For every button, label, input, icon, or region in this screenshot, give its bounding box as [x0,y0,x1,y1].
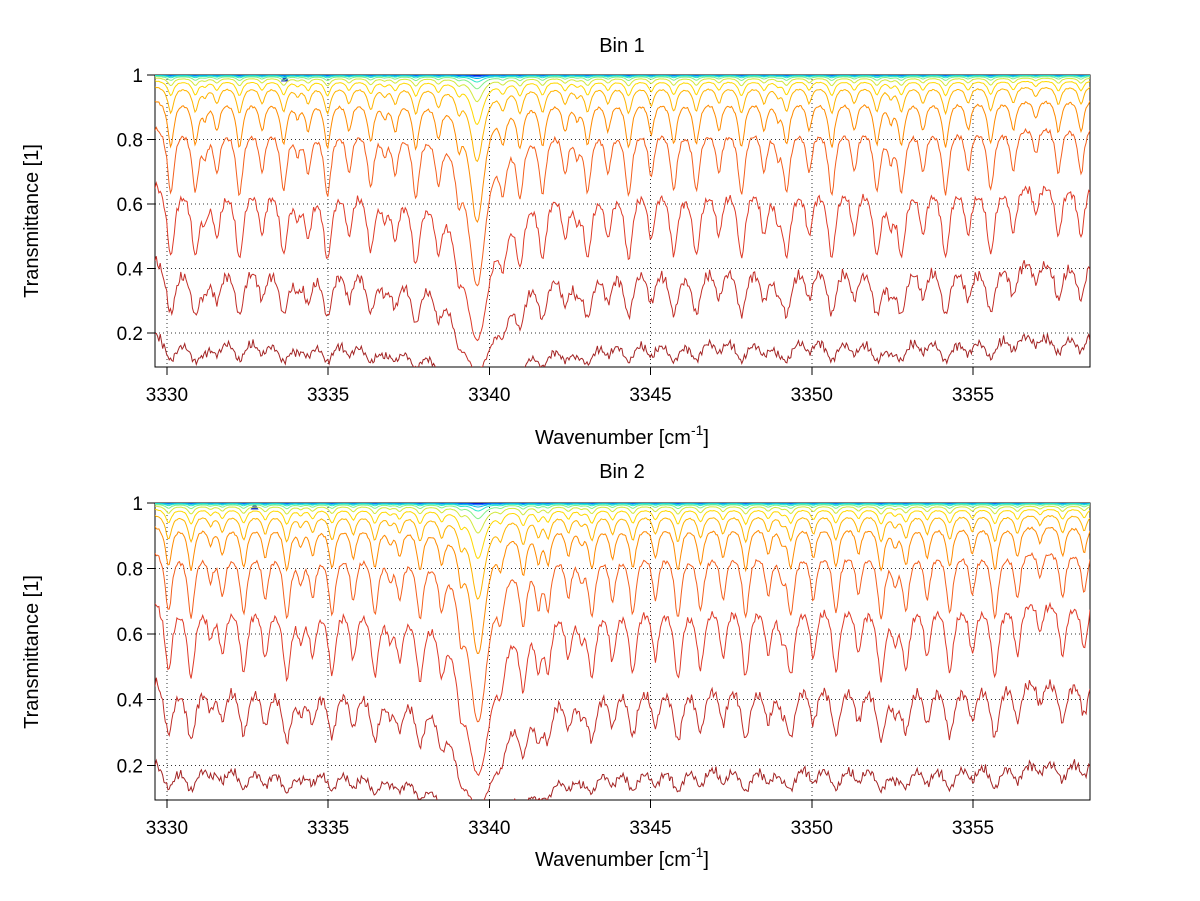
spectrum-curve-5 [155,75,1090,83]
axes-border [154,74,1091,368]
spectrum-curve-6 [155,76,1090,90]
blue-triangle-marker [250,503,259,510]
y-tick-label: 1 [132,66,143,87]
x-tick-label: 3355 [952,818,994,839]
plot-area: 3330 3335 3340 3345 3350 3355 1 0.8 0.6 0.4 0.2 [117,494,1091,839]
plot-area: 3330 3335 3340 3345 3350 3355 1 0.8 0.6 0.4 0.2 [117,66,1091,406]
x-tick-label: 3330 [146,385,188,406]
spectrum-curve-7 [155,505,1090,534]
axes-border [154,502,1091,801]
spectrum-curve-14 [155,758,1090,800]
bin2-chart: Bin 2 Wavenumber [cm-1] Transmittance [1… [21,461,1091,871]
x-tick-label: 3345 [629,818,671,839]
y-axis-label: Transmittance [1] [21,575,43,729]
y-tick-label: 0.2 [117,756,143,777]
x-tick-label: 3350 [791,385,833,406]
y-tick-label: 0.8 [117,131,143,152]
y-tick-label: 0.4 [117,691,144,712]
bin1-chart: Bin 1 Wavenumber [cm-1] Transmittance [1… [21,35,1091,449]
spectrum-curve-11 [155,126,1090,287]
curves-group [155,503,1090,800]
x-axis-label: Wavenumber [cm-1] [535,844,709,871]
x-tick-label: 3340 [468,385,510,406]
spectrum-curve-9 [155,514,1090,600]
y-tick-label: 0.8 [117,560,143,581]
spectrum-curve-4 [155,503,1090,508]
spectrum-curve-10 [155,100,1090,224]
y-tick-label: 0.6 [117,195,143,216]
spectrum-curve-13 [155,677,1090,800]
chart-title: Bin 1 [599,35,645,57]
spectrum-curve-11 [155,552,1090,723]
x-tick-label: 3335 [307,818,349,839]
spectrum-curve-12 [155,601,1090,777]
spectrum-curve-12 [155,181,1090,342]
spectrum-curve-5 [155,503,1090,512]
spectrum-curve-14 [155,332,1090,367]
spectrum-curve-8 [155,80,1090,126]
spectrum-curve-7 [155,77,1090,103]
x-axis-label: Wavenumber [cm-1] [535,422,709,449]
spectrum-curve-6 [155,504,1090,520]
curves-group [155,75,1090,367]
y-tick-label: 0.4 [117,259,144,280]
x-tick-label: 3340 [468,818,510,839]
x-tick-label: 3345 [629,385,671,406]
spectrum-curve-10 [155,526,1090,655]
chart-title: Bin 2 [599,461,645,483]
spectrum-curve-13 [155,256,1090,367]
y-tick-label: 0.2 [117,324,143,345]
y-tick-label: 1 [132,494,143,515]
y-axis-label: Transmittance [1] [21,144,43,298]
x-tick-label: 3355 [952,385,994,406]
x-tick-label: 3330 [146,818,188,839]
x-tick-label: 3350 [791,818,833,839]
y-tick-label: 0.6 [117,625,143,646]
x-tick-label: 3335 [307,385,349,406]
spectrum-curve-9 [155,86,1090,163]
spectrum-curve-8 [155,508,1090,559]
